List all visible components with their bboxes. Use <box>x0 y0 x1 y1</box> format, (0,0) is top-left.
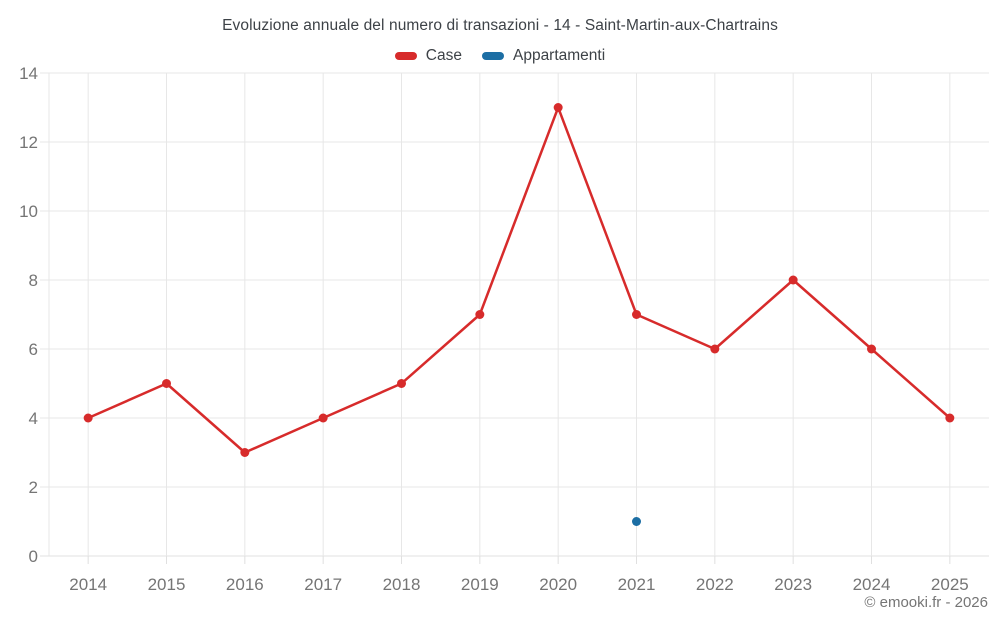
x-tick-label: 2021 <box>618 575 656 594</box>
x-tick-label: 2025 <box>931 575 969 594</box>
legend-item-appartamenti[interactable]: Appartamenti <box>481 47 606 65</box>
legend-item-case[interactable]: Case <box>394 47 462 65</box>
y-axis-labels: 0 2 4 6 8 10 12 14 <box>19 64 38 566</box>
y-tick-label: 10 <box>19 202 38 221</box>
series-appartamenti <box>632 517 641 526</box>
chart-title: Evoluzione annuale del numero di transaz… <box>222 17 778 34</box>
data-point[interactable] <box>710 344 720 354</box>
series-case <box>83 103 955 457</box>
legend: Case Appartamenti <box>0 47 1000 65</box>
data-point[interactable] <box>553 103 563 112</box>
data-point[interactable] <box>788 275 798 285</box>
vertical-gridlines <box>48 73 951 564</box>
horizontal-gridlines <box>40 72 989 557</box>
y-tick-label: 14 <box>19 64 38 83</box>
x-tick-label: 2015 <box>148 575 186 594</box>
data-point[interactable] <box>162 379 171 388</box>
appartamenti-legend-swatch-icon <box>481 52 504 60</box>
y-tick-label: 8 <box>29 271 38 290</box>
x-tick-label: 2020 <box>539 575 577 594</box>
y-tick-label: 6 <box>29 340 38 359</box>
data-point[interactable] <box>475 310 485 319</box>
x-tick-label: 2014 <box>69 575 107 594</box>
x-tick-label: 2022 <box>696 575 734 594</box>
x-tick-label: 2023 <box>774 575 812 594</box>
series-line <box>86 106 952 454</box>
data-point[interactable] <box>945 413 955 423</box>
legend-label-case: Case <box>425 47 462 64</box>
x-axis-labels: 2014 2015 2016 2017 2018 2019 2020 2021 2022 2023… <box>69 575 968 594</box>
data-point[interactable] <box>397 379 406 388</box>
data-point[interactable] <box>632 517 641 526</box>
x-tick-label: 2016 <box>226 575 264 594</box>
x-tick-label: 2018 <box>383 575 421 594</box>
y-tick-label: 2 <box>29 478 38 497</box>
x-tick-label: 2024 <box>853 575 891 594</box>
x-tick-label: 2019 <box>461 575 499 594</box>
data-point[interactable] <box>240 448 250 457</box>
data-point[interactable] <box>867 344 876 354</box>
y-tick-label: 12 <box>19 133 38 152</box>
legend-label-appartamenti: Appartamenti <box>512 47 606 64</box>
data-point[interactable] <box>83 413 93 423</box>
data-point[interactable] <box>632 310 641 319</box>
data-point[interactable] <box>318 413 328 423</box>
footer-credit: © emooki.fr - 2026 <box>864 594 988 611</box>
y-tick-label: 4 <box>29 409 38 428</box>
x-tick-label: 2017 <box>304 575 342 594</box>
y-tick-label: 0 <box>29 547 38 566</box>
case-legend-swatch-icon <box>394 52 417 60</box>
